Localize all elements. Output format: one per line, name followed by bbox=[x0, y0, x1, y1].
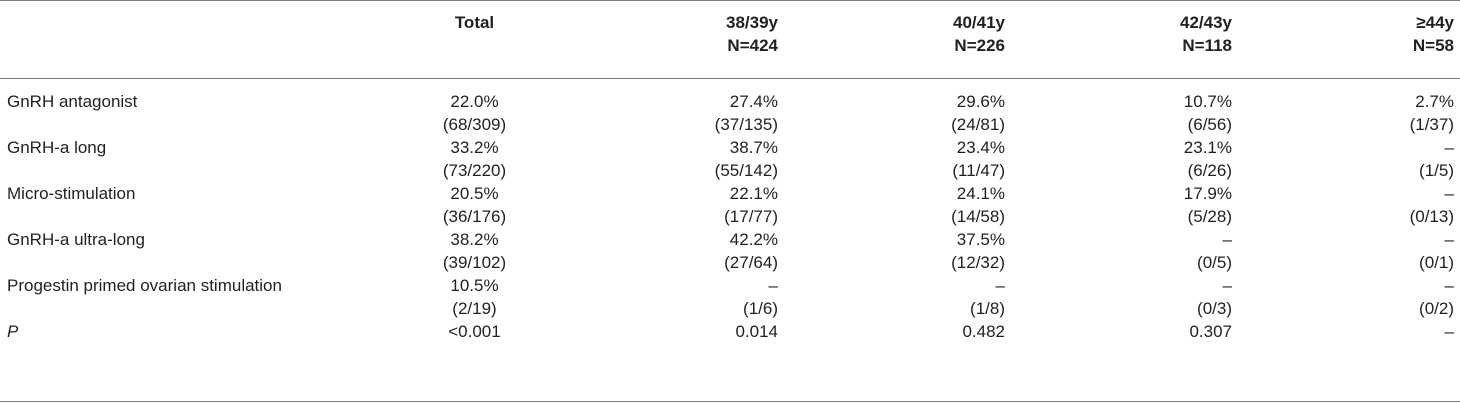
cell-pct: – bbox=[1444, 184, 1454, 203]
cell-pct: 10.5% bbox=[450, 276, 499, 295]
cell-frac: (0/1) bbox=[1419, 253, 1454, 272]
header-line1: ≥44y bbox=[1416, 13, 1454, 32]
table-row-pct: GnRH antagonist 22.0% 27.4% 29.6% 10.7% … bbox=[0, 79, 1460, 113]
header-row: Total 38/39y N=424 40/41y N=226 42/43y N… bbox=[0, 11, 1460, 79]
header-line1: 42/43y bbox=[1180, 13, 1232, 32]
header-age-42-43: 42/43y N=118 bbox=[1011, 11, 1238, 79]
cell-frac: (55/142) bbox=[714, 161, 778, 180]
header-line1: 38/39y bbox=[726, 13, 778, 32]
cell-frac: (0/13) bbox=[1409, 207, 1454, 226]
cell-pct: 22.1% bbox=[729, 184, 778, 203]
row-label-empty bbox=[0, 297, 392, 320]
table-row-pvalue: P <0.001 0.014 0.482 0.307 – bbox=[0, 320, 1460, 343]
header-line2: N=58 bbox=[1412, 36, 1454, 55]
row-label-empty bbox=[0, 205, 392, 228]
cell-pct: 27.4% bbox=[729, 92, 778, 111]
table-top-rule bbox=[0, 0, 1460, 1]
cell-frac: (2/19) bbox=[452, 299, 497, 318]
row-label: GnRH antagonist bbox=[7, 92, 138, 111]
cell-pvalue: 0.307 bbox=[1189, 322, 1232, 341]
cell-frac: (24/81) bbox=[951, 115, 1005, 134]
header-line2: N=226 bbox=[954, 36, 1005, 55]
cell-frac: (0/5) bbox=[1197, 253, 1232, 272]
cell-frac: (1/37) bbox=[1409, 115, 1454, 134]
header-age-44-plus: ≥44y N=58 bbox=[1238, 11, 1460, 79]
cell-pvalue: <0.001 bbox=[448, 322, 501, 341]
cell-frac: (68/309) bbox=[442, 115, 507, 134]
table-row-frac: (36/176) (17/77) (14/58) (5/28) (0/13) bbox=[0, 205, 1460, 228]
cell-frac: (5/28) bbox=[1187, 207, 1232, 226]
row-label-empty bbox=[0, 251, 392, 274]
row-label-empty bbox=[0, 159, 392, 182]
row-label: Micro-stimulation bbox=[7, 184, 136, 203]
row-label-empty bbox=[0, 113, 392, 136]
cell-pvalue: 0.482 bbox=[962, 322, 1005, 341]
cell-pct: 33.2% bbox=[450, 138, 499, 157]
cell-frac: (0/2) bbox=[1419, 299, 1454, 318]
cell-pct: 23.1% bbox=[1183, 138, 1232, 157]
cell-frac: (17/77) bbox=[724, 207, 778, 226]
cell-pct: 23.4% bbox=[956, 138, 1005, 157]
cell-frac: (27/64) bbox=[724, 253, 778, 272]
cell-pct: – bbox=[768, 276, 778, 295]
row-label: Progestin primed ovarian stimulation bbox=[7, 276, 282, 295]
cell-pct: – bbox=[995, 276, 1005, 295]
cell-pct: – bbox=[1444, 276, 1454, 295]
table-row-frac: (73/220) (55/142) (11/47) (6/26) (1/5) bbox=[0, 159, 1460, 182]
cell-pct: 20.5% bbox=[450, 184, 499, 203]
table-row-frac: (2/19) (1/6) (1/8) (0/3) (0/2) bbox=[0, 297, 1460, 320]
row-label: GnRH-a ultra-long bbox=[7, 230, 145, 249]
cell-frac: (6/56) bbox=[1187, 115, 1232, 134]
header-line2: N=424 bbox=[727, 36, 778, 55]
header-line2: N=118 bbox=[1182, 36, 1232, 55]
cell-frac: (14/58) bbox=[951, 207, 1005, 226]
cell-pct: – bbox=[1222, 230, 1232, 249]
table-header-rule bbox=[0, 78, 1460, 79]
table-row-pct: Progestin primed ovarian stimulation 10.… bbox=[0, 274, 1460, 297]
cell-frac: (73/220) bbox=[442, 161, 507, 180]
cell-frac: (36/176) bbox=[442, 207, 507, 226]
cell-pct: 42.2% bbox=[729, 230, 778, 249]
pvalue-label: P bbox=[7, 322, 19, 341]
table-bottom-rule bbox=[0, 401, 1460, 402]
cell-frac: (37/135) bbox=[714, 115, 778, 134]
cell-pct: – bbox=[1444, 138, 1454, 157]
cell-frac: (1/8) bbox=[970, 299, 1005, 318]
cell-pct: 24.1% bbox=[956, 184, 1005, 203]
row-label: GnRH-a long bbox=[7, 138, 107, 157]
header-label-column bbox=[0, 11, 392, 79]
cell-pct: – bbox=[1444, 230, 1454, 249]
cell-pct: 22.0% bbox=[450, 92, 499, 111]
cell-frac: (1/5) bbox=[1419, 161, 1454, 180]
table-row-frac: (68/309) (37/135) (24/81) (6/56) (1/37) bbox=[0, 113, 1460, 136]
table-row-frac: (39/102) (27/64) (12/32) (0/5) (0/1) bbox=[0, 251, 1460, 274]
cell-pct: 10.7% bbox=[1183, 92, 1232, 111]
cell-frac: (11/47) bbox=[952, 161, 1005, 180]
header-age-38-39: 38/39y N=424 bbox=[557, 11, 784, 79]
cell-pct: 29.6% bbox=[956, 92, 1005, 111]
cell-frac: (39/102) bbox=[442, 253, 507, 272]
cell-frac: (12/32) bbox=[951, 253, 1005, 272]
cell-pct: 38.2% bbox=[450, 230, 499, 249]
cell-pct: – bbox=[1222, 276, 1232, 295]
cell-frac: (1/6) bbox=[743, 299, 778, 318]
cell-pct: 2.7% bbox=[1415, 92, 1454, 111]
cell-pvalue: – bbox=[1444, 322, 1454, 341]
table-row-pct: GnRH-a ultra-long 38.2% 42.2% 37.5% – – bbox=[0, 228, 1460, 251]
cell-pct: 37.5% bbox=[956, 230, 1005, 249]
table-row-pct: Micro-stimulation 20.5% 22.1% 24.1% 17.9… bbox=[0, 182, 1460, 205]
cell-pct: 38.7% bbox=[729, 138, 778, 157]
cell-frac: (6/26) bbox=[1187, 161, 1232, 180]
header-age-40-41: 40/41y N=226 bbox=[784, 11, 1011, 79]
table-row-pct: GnRH-a long 33.2% 38.7% 23.4% 23.1% – bbox=[0, 136, 1460, 159]
results-table: Total 38/39y N=424 40/41y N=226 42/43y N… bbox=[0, 11, 1460, 343]
header-total-line1: Total bbox=[454, 13, 495, 32]
cell-pvalue: 0.014 bbox=[735, 322, 778, 341]
cell-pct: 17.9% bbox=[1183, 184, 1232, 203]
header-line1: 40/41y bbox=[953, 13, 1005, 32]
cell-frac: (0/3) bbox=[1197, 299, 1232, 318]
header-total: Total bbox=[392, 11, 557, 79]
